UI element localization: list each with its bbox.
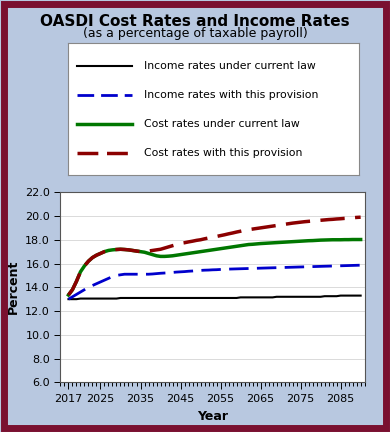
Y-axis label: Percent: Percent [7, 260, 20, 314]
X-axis label: Year: Year [197, 410, 228, 422]
Text: Income rates under current law: Income rates under current law [144, 60, 316, 70]
Text: OASDI Cost Rates and Income Rates: OASDI Cost Rates and Income Rates [40, 14, 350, 29]
Text: Income rates with this provision: Income rates with this provision [144, 89, 318, 100]
Text: Cost rates with this provision: Cost rates with this provision [144, 148, 302, 158]
Text: (as a percentage of taxable payroll): (as a percentage of taxable payroll) [83, 27, 307, 40]
Text: Cost rates under current law: Cost rates under current law [144, 118, 300, 129]
